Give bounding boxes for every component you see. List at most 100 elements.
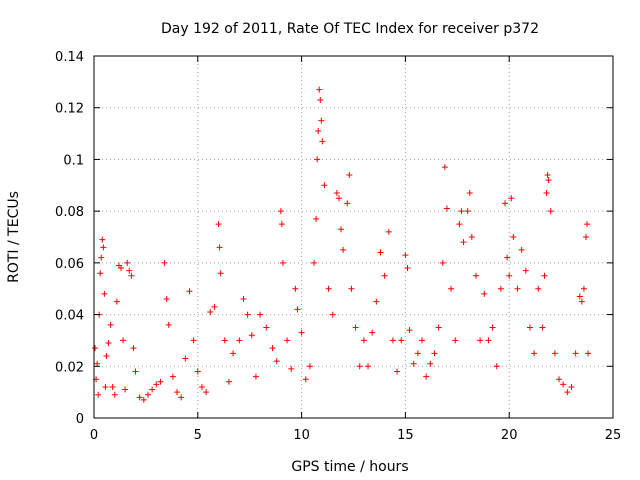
data-point — [321, 182, 328, 189]
data-point — [584, 221, 591, 228]
data-point — [472, 272, 479, 279]
data-point — [120, 337, 127, 344]
data-point — [94, 360, 101, 367]
data-point — [373, 298, 380, 305]
data-point — [535, 285, 542, 292]
data-point — [406, 327, 413, 334]
data-point — [277, 208, 284, 215]
data-point — [340, 246, 347, 253]
data-point — [165, 321, 172, 328]
data-point — [377, 249, 384, 256]
data-point — [502, 200, 509, 207]
data-point — [541, 272, 548, 279]
data-point — [316, 86, 323, 93]
data-point — [526, 324, 533, 331]
data-point — [97, 270, 104, 277]
data-point — [389, 337, 396, 344]
data-point — [508, 195, 515, 202]
x-tick-label: 15 — [397, 428, 414, 443]
data-point — [329, 311, 336, 318]
data-point — [547, 208, 554, 215]
y-tick-label: 0.06 — [55, 257, 84, 272]
data-point — [107, 321, 114, 328]
data-point — [468, 234, 475, 240]
data-point — [360, 337, 367, 344]
data-point — [157, 378, 164, 385]
data-point — [456, 221, 463, 228]
data-point — [506, 272, 513, 279]
data-point — [518, 246, 525, 253]
data-point — [344, 200, 351, 207]
data-point — [464, 208, 471, 215]
data-point — [101, 290, 108, 297]
data-point — [163, 296, 170, 303]
data-point — [278, 221, 285, 228]
data-point — [174, 389, 181, 396]
data-point — [221, 337, 228, 344]
data-point — [466, 190, 473, 197]
data-point — [109, 383, 116, 390]
data-point — [240, 296, 247, 303]
data-point — [580, 285, 587, 292]
chart-title: Day 192 of 2011, Rate Of TEC Index for r… — [161, 21, 539, 37]
data-point — [556, 376, 563, 383]
data-point — [544, 171, 551, 178]
data-point — [302, 376, 309, 383]
data-point — [124, 259, 131, 266]
data-point — [560, 381, 567, 388]
data-point — [435, 324, 442, 331]
data-point — [317, 96, 324, 103]
data-point — [458, 208, 465, 215]
data-point — [306, 363, 313, 370]
data-point — [394, 368, 401, 375]
data-point — [381, 272, 388, 279]
y-tick-label: 0 — [76, 412, 84, 427]
data-point — [585, 350, 592, 357]
y-tick-label: 0.12 — [55, 102, 84, 117]
data-point — [217, 270, 224, 277]
data-point — [263, 324, 270, 331]
data-point — [369, 329, 376, 336]
data-point — [318, 117, 325, 124]
data-point — [103, 352, 110, 359]
data-point — [314, 156, 321, 163]
data-point — [190, 337, 197, 344]
data-point — [441, 164, 448, 171]
data-point — [543, 190, 550, 197]
y-axis-title: ROTI / TECUs — [6, 191, 22, 283]
data-point — [481, 290, 488, 297]
x-tick-label: 0 — [90, 428, 98, 443]
data-point — [352, 324, 359, 331]
data-points — [92, 86, 592, 403]
data-point — [126, 267, 133, 274]
data-point — [489, 324, 496, 331]
data-point — [111, 391, 118, 398]
data-point — [419, 337, 426, 344]
y-axis-ticks: 0 0.02 0.04 0.06 0.08 0.1 0.12 0.14 — [55, 50, 613, 427]
data-point — [216, 244, 223, 251]
x-axis-ticks: 0 5 10 15 20 25 — [90, 56, 621, 443]
y-tick-label: 0.14 — [55, 50, 84, 65]
data-point — [100, 244, 107, 251]
data-point — [551, 350, 558, 357]
data-point — [335, 195, 342, 202]
data-point — [545, 177, 552, 184]
data-point — [98, 254, 105, 261]
data-point — [443, 205, 450, 212]
data-point — [117, 265, 124, 272]
data-point — [460, 239, 467, 246]
data-point — [99, 236, 106, 243]
data-point — [113, 298, 120, 305]
data-point — [161, 259, 168, 266]
data-point — [288, 365, 295, 372]
data-point — [325, 285, 332, 292]
data-point — [504, 254, 511, 261]
data-point — [485, 337, 492, 344]
data-point — [144, 391, 151, 398]
data-point — [402, 252, 409, 259]
data-point — [427, 360, 434, 367]
data-point — [448, 285, 455, 292]
x-tick-label: 5 — [194, 428, 202, 443]
data-point — [248, 332, 255, 339]
